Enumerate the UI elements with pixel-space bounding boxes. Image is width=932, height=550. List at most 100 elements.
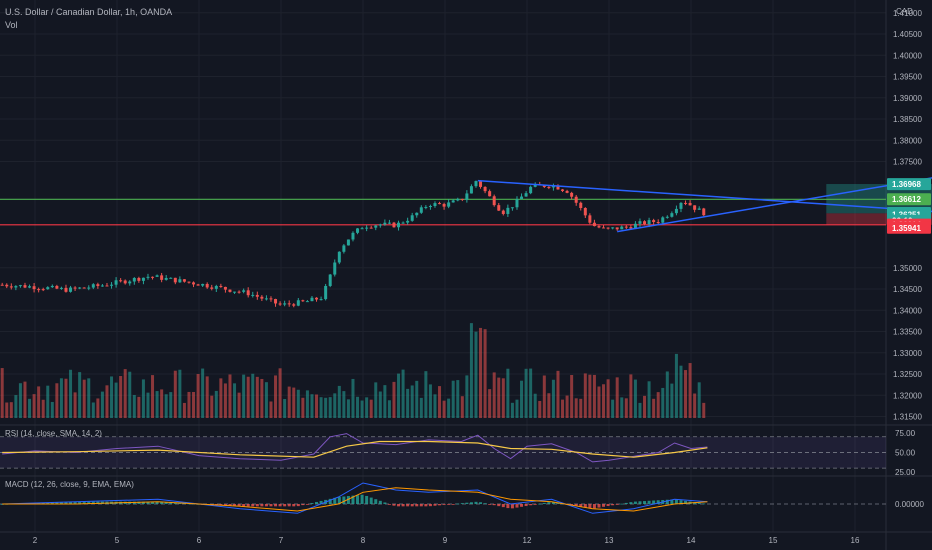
volume-bar — [524, 368, 528, 418]
volume-bar — [520, 380, 524, 418]
volume-bar — [28, 398, 32, 418]
volume-bar — [378, 391, 382, 418]
candle-body — [702, 208, 706, 216]
volume-bar — [205, 376, 209, 418]
volume-bar — [82, 379, 86, 418]
macd-histogram-bar — [438, 504, 442, 506]
price-label-box — [887, 178, 931, 191]
volume-bar — [415, 380, 419, 418]
candle-body — [629, 227, 633, 229]
candle-body — [647, 220, 651, 225]
volume-bar — [5, 402, 9, 418]
candle-body — [633, 223, 637, 229]
volume-bar — [123, 369, 127, 418]
candle-body — [483, 186, 487, 192]
macd-histogram-bar — [360, 494, 364, 504]
price-tick-label: 1.33500 — [893, 328, 922, 337]
candle-body — [492, 196, 496, 206]
price-tick-label: 1.34500 — [893, 285, 922, 294]
volume-bar — [283, 398, 287, 418]
volume-bar — [269, 401, 273, 418]
macd-histogram-bar — [483, 503, 487, 505]
candle-body — [50, 285, 54, 288]
volume-bar — [100, 391, 104, 418]
candle-body — [292, 304, 296, 306]
macd-histogram-bar — [442, 504, 446, 505]
macd-histogram-bar — [242, 504, 246, 507]
macd-histogram-bar — [374, 499, 378, 504]
candle-body — [137, 277, 141, 281]
volume-bar — [87, 378, 91, 418]
macd-histogram-bar — [264, 504, 268, 507]
macd-histogram-bar — [529, 504, 533, 506]
volume-bar — [501, 378, 505, 418]
volume-bar — [64, 378, 68, 418]
volume-bar — [579, 398, 583, 418]
volume-bar — [246, 376, 250, 418]
volume-bar — [287, 386, 291, 418]
candle-body — [533, 184, 537, 187]
volume-bar — [160, 389, 164, 418]
candle-body — [96, 284, 100, 286]
trendline-1 — [477, 179, 932, 213]
price-tick-label: 1.35000 — [893, 264, 922, 273]
candle-body — [565, 190, 569, 193]
candle-body — [100, 285, 104, 287]
candle-body — [383, 222, 387, 225]
macd-histogram-bar — [155, 501, 159, 504]
volume-bar — [597, 386, 601, 418]
macd-histogram-bar — [497, 504, 501, 507]
candle-body — [397, 222, 401, 228]
volume-bar — [547, 393, 551, 418]
volume-bar — [674, 353, 678, 418]
volume-bar — [474, 331, 478, 418]
volume-bar — [506, 368, 510, 418]
volume-bar — [369, 399, 373, 418]
candle-body — [638, 221, 642, 224]
volume-bar — [182, 402, 186, 418]
candle-body — [324, 285, 328, 300]
macd-histogram-bar — [492, 504, 496, 506]
volume-bar — [693, 393, 697, 418]
volume-bar — [105, 385, 109, 418]
volume-bar — [679, 365, 683, 418]
candle-body — [14, 286, 18, 288]
macd-histogram-bar — [506, 504, 510, 509]
macd-histogram-bar — [41, 502, 45, 504]
volume-bar — [324, 397, 328, 418]
macd-histogram-bar — [588, 504, 592, 509]
candle-body — [223, 286, 227, 290]
volume-bar — [583, 373, 587, 418]
volume-bar — [137, 396, 141, 418]
macd-histogram-bar — [524, 504, 528, 507]
x-tick-label: 7 — [279, 536, 284, 545]
volume-bar — [356, 396, 360, 418]
macd-histogram-bar — [333, 497, 337, 504]
macd-histogram-bar — [91, 501, 95, 504]
volume-bar — [114, 382, 118, 418]
candle-body — [283, 303, 287, 305]
volume-bar — [624, 398, 628, 418]
volume-bar — [656, 392, 660, 418]
macd-histogram-bar — [69, 501, 73, 504]
volume-bar — [702, 402, 706, 418]
candle-body — [210, 287, 214, 289]
macd-histogram-bar — [488, 504, 492, 505]
candle-body — [228, 289, 232, 292]
macd-histogram-bar — [255, 504, 259, 507]
volume-label: Vol — [5, 20, 18, 30]
candle-body — [242, 290, 246, 292]
macd-histogram-bar — [228, 504, 232, 506]
macd-histogram-bar — [59, 502, 63, 504]
macd-histogram-bar — [410, 504, 414, 507]
candle-body — [579, 202, 583, 209]
candle-body — [105, 285, 109, 287]
volume-bar — [661, 387, 665, 418]
candle-body — [310, 297, 314, 302]
rsi-tick-label: 25.00 — [895, 468, 916, 477]
volume-bar — [14, 395, 18, 418]
volume-bar — [264, 382, 268, 418]
macd-histogram-bar — [315, 501, 319, 504]
candle-body — [424, 206, 428, 208]
